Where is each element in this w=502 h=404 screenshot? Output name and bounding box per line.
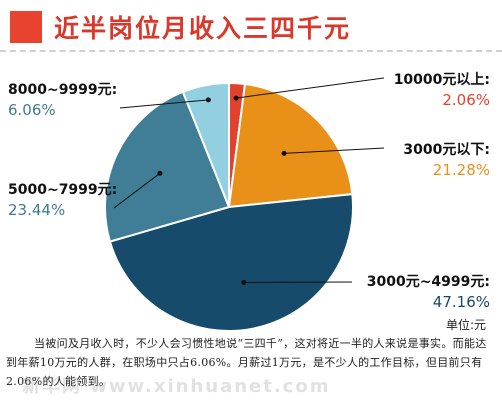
chart-title: 近半岗位月收入三四千元	[54, 14, 352, 43]
leader-line	[113, 172, 161, 209]
slice-value: 47.16%	[432, 293, 490, 311]
leader-line	[284, 147, 385, 154]
caption-text: 当被问及月收入时，不少人会习惯性地说“三四千”，这对将近一半的人来说是事实。而能…	[6, 337, 487, 388]
slice-label-below-3000: 3000元以下: 21.28%	[384, 140, 490, 180]
slice-label-5000-7999: 5000~7999元: 23.44%	[8, 180, 117, 220]
title-bar: 近半岗位月收入三四千元	[10, 8, 351, 46]
pie-slice	[108, 192, 354, 332]
unit-label: 单位:元	[445, 318, 486, 332]
pie-slice	[104, 90, 231, 243]
slice-name: 8000~9999元:	[8, 82, 118, 98]
slice-name: 5000~7999元:	[8, 182, 118, 198]
title-divider	[0, 50, 502, 52]
slice-value: 6.06%	[8, 101, 56, 119]
watermark: 新华网 www.xinhuanet.com	[22, 376, 331, 397]
slice-label-3000-4999: 3000元~4999元: 47.16%	[352, 272, 490, 312]
slice-value: 2.06%	[442, 91, 490, 109]
slice-name: 10000元以上:	[393, 72, 490, 88]
leader-line	[119, 99, 209, 109]
slice-name: 3000元~4999元:	[366, 274, 490, 290]
title-marker	[10, 11, 42, 43]
slice-value: 21.28%	[432, 161, 490, 179]
slice-label-8000-9999: 8000~9999元: 6.06%	[8, 80, 117, 120]
slice-value: 23.44%	[8, 201, 66, 219]
leader-line	[235, 77, 385, 99]
pie-slice	[227, 82, 354, 209]
slice-name: 3000元以下:	[403, 142, 490, 158]
pie-slice	[181, 81, 230, 208]
slice-label-10000-plus: 10000元以上: 2.06%	[384, 70, 490, 110]
